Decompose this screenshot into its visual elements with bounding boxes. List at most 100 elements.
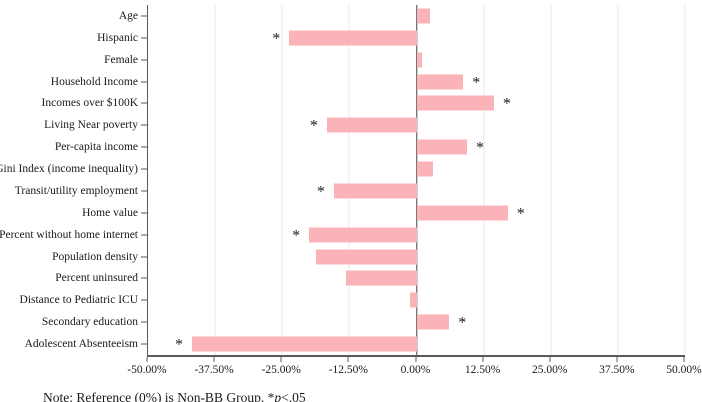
data-bar [416, 139, 467, 155]
significance-asterisk: * [472, 73, 481, 91]
y-axis-tick [141, 256, 148, 258]
y-axis-tick [141, 102, 148, 104]
y-axis-tick [141, 343, 148, 345]
x-tick-label: 0.00% [400, 364, 431, 376]
x-tick-label: -37.50% [194, 364, 234, 376]
data-bar [416, 95, 494, 111]
x-tick-label: 37.50% [599, 364, 635, 376]
x-tick-label: 25.00% [532, 364, 568, 376]
category-label: Per-capita income [54, 141, 138, 154]
significance-asterisk: * [309, 117, 318, 135]
data-bar [416, 205, 508, 221]
data-bar [346, 270, 417, 286]
significance-asterisk: * [292, 226, 301, 244]
category-label: Distance to Pediatric ICU [19, 294, 138, 307]
gridline [348, 5, 350, 355]
significance-asterisk: * [175, 336, 184, 354]
category-label: Adolescent Absenteeism [24, 338, 138, 351]
plot-area: Age Hispanic * Female Household Income * Incom… [0, 5, 686, 357]
significance-asterisk: * [502, 95, 511, 113]
category-label: Household Income [50, 75, 138, 88]
y-axis-tick [141, 299, 148, 301]
y-axis-tick [141, 37, 148, 39]
y-axis-tick [141, 277, 148, 279]
bar-rows: Age Hispanic * Female Household Income * Incom… [0, 5, 685, 355]
x-axis-tick [347, 357, 349, 362]
zero-line [415, 5, 418, 355]
significance-asterisk: * [316, 183, 325, 201]
y-axis-tick [141, 59, 148, 61]
chart-row: Hispanic * [97, 27, 685, 49]
data-bar [326, 117, 417, 133]
significance-asterisk: * [475, 139, 484, 157]
y-axis-tick [141, 190, 148, 192]
category-label: Incomes over $100K [41, 97, 138, 110]
data-bar [416, 314, 450, 330]
note-prefix: Note: Reference (0%) is Non-BB Group. * [43, 389, 275, 402]
gridline [550, 5, 552, 355]
gridline [281, 5, 283, 355]
significance-asterisk: * [458, 314, 467, 332]
x-tick-label: -12.50% [328, 364, 369, 376]
category-label: Secondary education [41, 316, 138, 329]
x-axis-tick [482, 357, 484, 362]
chart-row: Distance to Pediatric ICU [20, 289, 685, 311]
chart-row: Percent uninsured [55, 268, 685, 290]
chart-row: Gini Index (income inequality) [0, 158, 685, 180]
x-tick-label: 12.50% [464, 364, 501, 376]
data-bar [416, 52, 423, 68]
category-label: Percent without home internet [0, 228, 138, 241]
data-bar [416, 161, 434, 177]
note-p-symbol: p [274, 389, 282, 402]
gridline [617, 5, 619, 355]
data-bar [416, 8, 430, 24]
gridline [214, 5, 216, 355]
y-axis-tick [141, 124, 148, 126]
data-bar [316, 249, 417, 265]
data-bar [410, 292, 417, 308]
x-axis-tick [415, 357, 416, 362]
x-axis: -50.00% -37.50% -25.00% -12.50% 0.00% 12.50% 2… [127, 357, 702, 381]
x-axis-tick [683, 357, 685, 362]
chart-row: Per-capita income * [55, 136, 685, 158]
x-axis-tick [549, 357, 551, 362]
category-label: Home value [82, 206, 138, 219]
y-axis-tick [141, 212, 148, 214]
chart-row: Home value * [82, 202, 685, 224]
chart-row: Population density [52, 246, 685, 268]
data-bar [309, 227, 417, 243]
data-bar [416, 74, 464, 90]
category-label: Female [104, 53, 138, 66]
category-label: Living Near poverty [44, 119, 138, 132]
chart-row: Household Income * [51, 71, 685, 93]
y-axis-tick [141, 168, 148, 170]
significance-asterisk: * [272, 30, 281, 48]
significance-asterisk: * [516, 205, 525, 223]
y-axis-tick [141, 146, 148, 148]
chart-row: Living Near poverty * [44, 114, 685, 136]
x-tick-label: 50.00% [666, 364, 702, 376]
chart-row: Percent without home internet * [0, 224, 685, 246]
x-axis-tick [146, 357, 148, 362]
chart-row: Secondary education * [42, 311, 685, 333]
gridline [483, 5, 485, 355]
chart-row: Incomes over $100K * [42, 93, 685, 115]
y-axis-tick [141, 321, 148, 323]
chart-row: Female [104, 49, 685, 71]
category-label: Transit/utility employment [14, 184, 138, 197]
chart-row: Adolescent Absenteeism * [25, 333, 685, 355]
y-axis-tick [141, 234, 148, 236]
data-bar [333, 183, 417, 199]
note-text: Note: Reference (0%) is Non-BB Group. *p… [43, 390, 306, 402]
x-tick-label: -25.00% [261, 364, 301, 376]
note-suffix: <.05 [281, 389, 306, 402]
y-axis-tick [141, 81, 148, 83]
x-tick-label: -50.00% [127, 364, 167, 376]
y-axis-tick [141, 15, 148, 17]
category-label: Population density [52, 250, 138, 263]
data-bar [192, 336, 417, 352]
category-label: Percent uninsured [55, 272, 138, 285]
chart-row: Age [119, 5, 685, 27]
category-label: Gini Index (income inequality) [0, 163, 138, 176]
